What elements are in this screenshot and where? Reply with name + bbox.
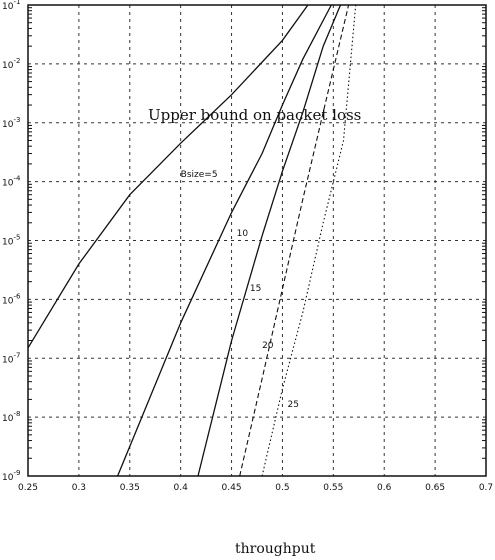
curve-label: Bsize=5 — [181, 170, 218, 180]
curve-label: 20 — [262, 341, 274, 351]
tick-labels: 0.25 0.3 0.35 0.4 0.45 0.5 0.55 0.6 0.65 0.7 10-9 1… — [2, 0, 493, 493]
x-tick-label: 0.6 — [377, 483, 392, 493]
series-line — [116, 4, 332, 477]
x-tick-label: 0.55 — [323, 483, 343, 493]
plot-frame — [27, 4, 487, 477]
y-tick-label: 10-3 — [2, 116, 20, 130]
y-tick-label: 10-1 — [2, 0, 20, 12]
y-tick-label: 10-2 — [2, 57, 20, 71]
y-tick-label: 10-6 — [2, 292, 21, 306]
series-group — [27, 4, 357, 477]
x-tick-label: 0.45 — [222, 483, 242, 493]
x-tick-label: 0.7 — [479, 483, 493, 493]
curve-label: 15 — [250, 284, 261, 294]
x-tick-label: 0.65 — [425, 483, 445, 493]
x-tick-label: 0.3 — [72, 483, 86, 493]
curve-label: 10 — [237, 229, 249, 239]
series-line — [197, 4, 342, 477]
x-tick-label: 0.4 — [174, 483, 189, 493]
curve-labels: Bsize=5 10 15 20 25 — [181, 170, 299, 410]
y-tick-label: 10-7 — [2, 351, 20, 365]
series-line — [27, 4, 309, 349]
x-tick-label: 0.25 — [18, 483, 38, 493]
chart-title: Upper bound on packet loss — [148, 106, 361, 124]
y-tick-label: 10-8 — [2, 410, 20, 424]
x-axis-label: throughput — [235, 541, 316, 557]
x-tick-label: 0.5 — [275, 483, 289, 493]
y-tick-label: 10-5 — [2, 234, 20, 248]
curve-label: 25 — [288, 400, 299, 410]
y-tick-label: 10-4 — [2, 175, 21, 189]
series-line — [239, 4, 350, 477]
y-tick-label: 10-9 — [2, 469, 20, 483]
x-tick-label: 0.35 — [120, 483, 140, 493]
